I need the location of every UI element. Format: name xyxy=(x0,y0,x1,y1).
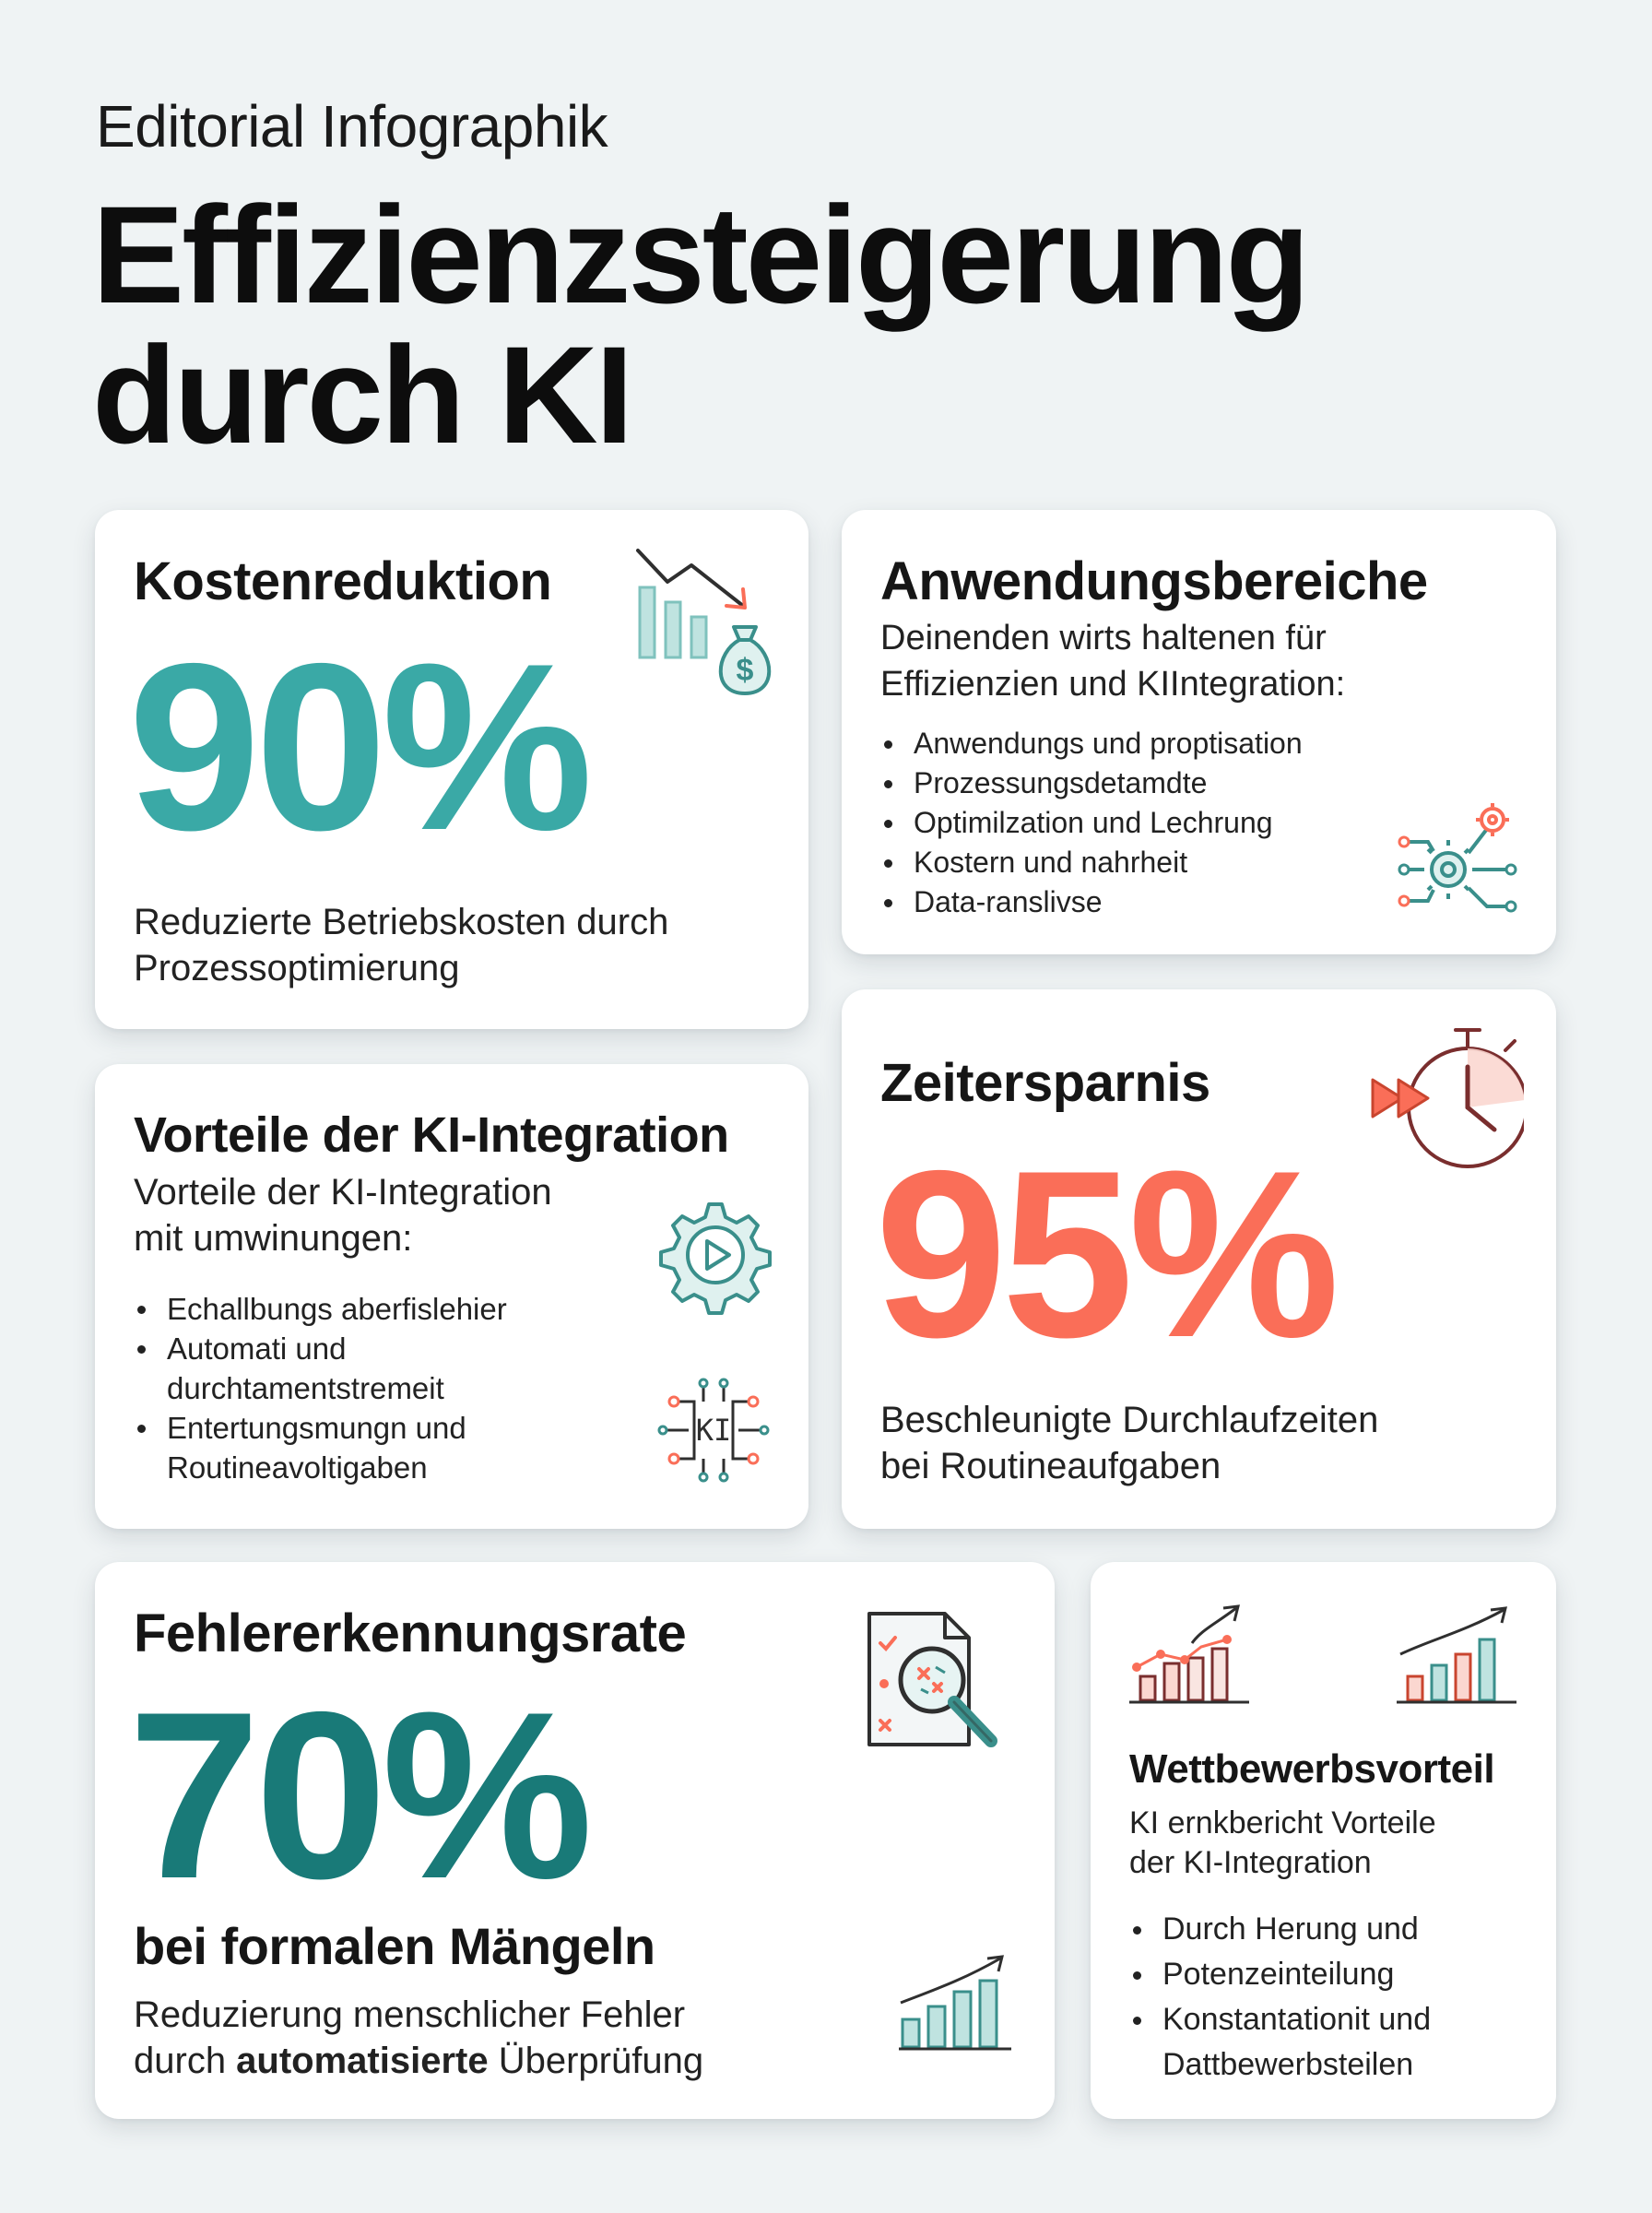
card-heading: Wettbewerbsvorteil xyxy=(1129,1746,1495,1792)
chip-label: KI xyxy=(695,1413,732,1448)
stat-description: Reduzierte Betriebskosten durch Prozesso… xyxy=(134,899,668,991)
list-item: Kostern und nahrheit xyxy=(880,843,1303,882)
intro-text: Vorteile der KI-Integration mit umwinung… xyxy=(134,1169,552,1261)
title-line-1: Effizienzsteigerung xyxy=(92,177,1310,332)
growth-chart-icon xyxy=(899,1955,1011,2051)
page-title: Effizienzsteigerung durch KI xyxy=(92,177,1310,472)
list-item: Konstantationit und xyxy=(1129,1997,1431,2042)
card-zeitersparnis: Zeitersparnis 95% Beschleunigte Durchlau… xyxy=(842,989,1556,1529)
bar-growth-icon xyxy=(1397,1606,1516,1704)
list-item: Potenzeinteilung xyxy=(1129,1952,1431,1997)
list-item: Data-ranslivse xyxy=(880,882,1303,922)
chart-down-icon xyxy=(636,549,747,659)
list-item: Entertungsmungn und xyxy=(134,1408,507,1448)
list-item: Echallbungs aberfislehier xyxy=(134,1289,507,1329)
list-item: Prozessungsdetamdte xyxy=(880,763,1303,803)
card-heading: Vorteile der KI-Integration xyxy=(134,1107,729,1163)
stat-value: 70% xyxy=(128,1662,593,1928)
desc-line: Prozessoptimierung xyxy=(134,948,460,988)
desc-line: Reduzierung menschlicher Fehler xyxy=(134,1994,686,2035)
card-vorteile: Vorteile der KI-Integration Vorteile der… xyxy=(95,1064,808,1529)
bullet-list: Anwendungs und proptisation Prozessungsd… xyxy=(880,724,1303,922)
stat-value: 95% xyxy=(875,1120,1339,1387)
stat-value: 90% xyxy=(128,613,593,880)
money-bag-icon: $ xyxy=(718,625,772,695)
card-heading: Zeitersparnis xyxy=(880,1053,1210,1113)
title-line-2: durch KI xyxy=(92,317,633,472)
desc-line: Reduzierte Betriebskosten durch xyxy=(134,902,669,942)
list-item-continued: Dattbewerbsteilen xyxy=(1162,2047,1414,2082)
svg-text:$: $ xyxy=(737,653,754,688)
list-item-continued: durchtamentstremeit xyxy=(167,1371,444,1405)
kicker: Editorial Infographik xyxy=(96,93,608,160)
document-magnifier-icon xyxy=(867,1612,997,1747)
desc-line: durch automatisierte Überprüfung xyxy=(134,2038,703,2084)
list-item: Automati und xyxy=(134,1329,507,1368)
intro-text: Deinenden wirts haltenen für Effizienzie… xyxy=(880,615,1345,707)
list-item-continued: Routineavoltigaben xyxy=(167,1450,428,1485)
stat-description: Beschleunigte Durchlaufzeiten bei Routin… xyxy=(880,1397,1378,1489)
bullet-list: Echallbungs aberfislehier Automati und d… xyxy=(134,1289,507,1487)
trend-chart-icon xyxy=(1129,1604,1249,1704)
card-heading: Fehlererkennungsrate xyxy=(134,1604,687,1663)
intro-line: Deinenden wirts haltenen für xyxy=(880,619,1327,657)
stat-description: Reduzierung menschlicher Fehler durch au… xyxy=(134,1992,703,2084)
intro-line: mit umwinungen: xyxy=(134,1218,413,1259)
desc-emphasis: automatisierte xyxy=(236,2041,489,2081)
stopwatch-icon xyxy=(1371,1028,1524,1168)
intro-text: KI ernkbericht Vorteile der KI-Integrati… xyxy=(1129,1804,1436,1883)
list-item: Optimilzation und Lechrung xyxy=(880,803,1303,843)
intro-line: der KI-Integration xyxy=(1129,1845,1372,1880)
intro-line: Effizienzien und KIIntegration: xyxy=(880,665,1346,704)
gear-network-icon xyxy=(1398,803,1517,913)
card-anwendungsbereiche: Anwendungsbereiche Deinenden wirts halte… xyxy=(842,510,1556,954)
stat-subheading: bei formalen Mängeln xyxy=(134,1917,655,1975)
list-item: Durch Herung und xyxy=(1129,1907,1431,1952)
card-wettbewerbsvorteil: Wettbewerbsvorteil KI ernkbericht Vortei… xyxy=(1091,1562,1556,2119)
desc-text: durch xyxy=(134,2041,237,2081)
gear-play-icon xyxy=(659,1202,772,1315)
desc-line: Beschleunigte Durchlaufzeiten xyxy=(880,1400,1379,1440)
card-fehlererkennungsrate: Fehlererkennungsrate 70% bei formalen Mä… xyxy=(95,1562,1055,2119)
desc-line: bei Routineaufgaben xyxy=(880,1446,1221,1486)
card-heading: Anwendungsbereiche xyxy=(880,551,1428,611)
intro-line: Vorteile der KI-Integration xyxy=(134,1172,552,1213)
intro-line: KI ernkbericht Vorteile xyxy=(1129,1805,1436,1840)
desc-text: Überprüfung xyxy=(488,2041,704,2081)
bullet-list: Durch Herung und Potenzeinteilung Konsta… xyxy=(1129,1907,1431,2088)
ai-chip-icon: KI xyxy=(654,1370,773,1490)
card-heading: Kostenreduktion xyxy=(134,551,552,611)
list-item: Anwendungs und proptisation xyxy=(880,724,1303,763)
card-kostenreduktion: Kostenreduktion 90% Reduzierte Betriebsk… xyxy=(95,510,808,1029)
